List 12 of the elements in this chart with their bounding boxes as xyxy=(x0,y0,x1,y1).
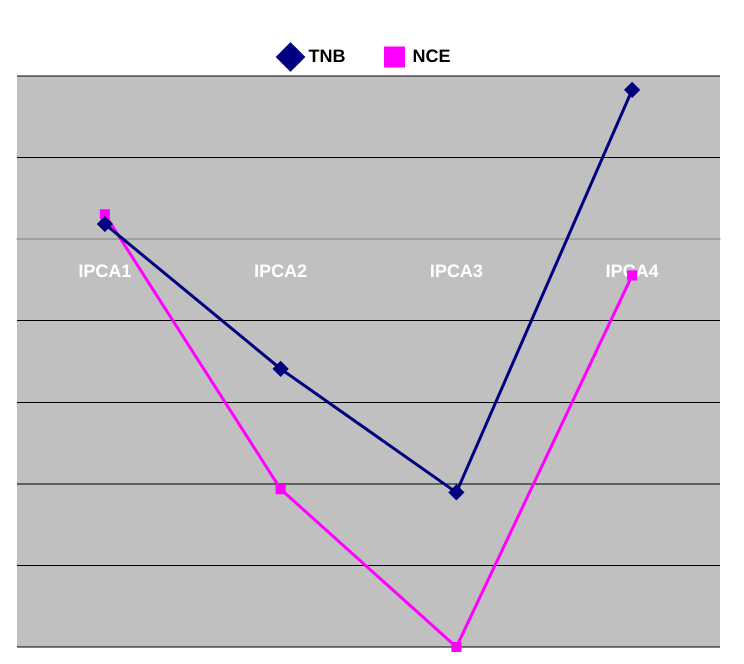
point xyxy=(624,82,640,98)
x-tick-label: IPCA2 xyxy=(254,260,308,281)
point xyxy=(97,216,112,232)
point xyxy=(448,484,464,500)
legend-label: TNB xyxy=(308,46,346,66)
x-tick-label: IPCA3 xyxy=(430,260,483,281)
point xyxy=(276,484,286,494)
point xyxy=(451,642,462,652)
x-tick-label: IPCA1 xyxy=(78,260,132,281)
point xyxy=(273,361,288,376)
legend-label: NCE xyxy=(412,46,451,66)
point xyxy=(100,209,110,220)
